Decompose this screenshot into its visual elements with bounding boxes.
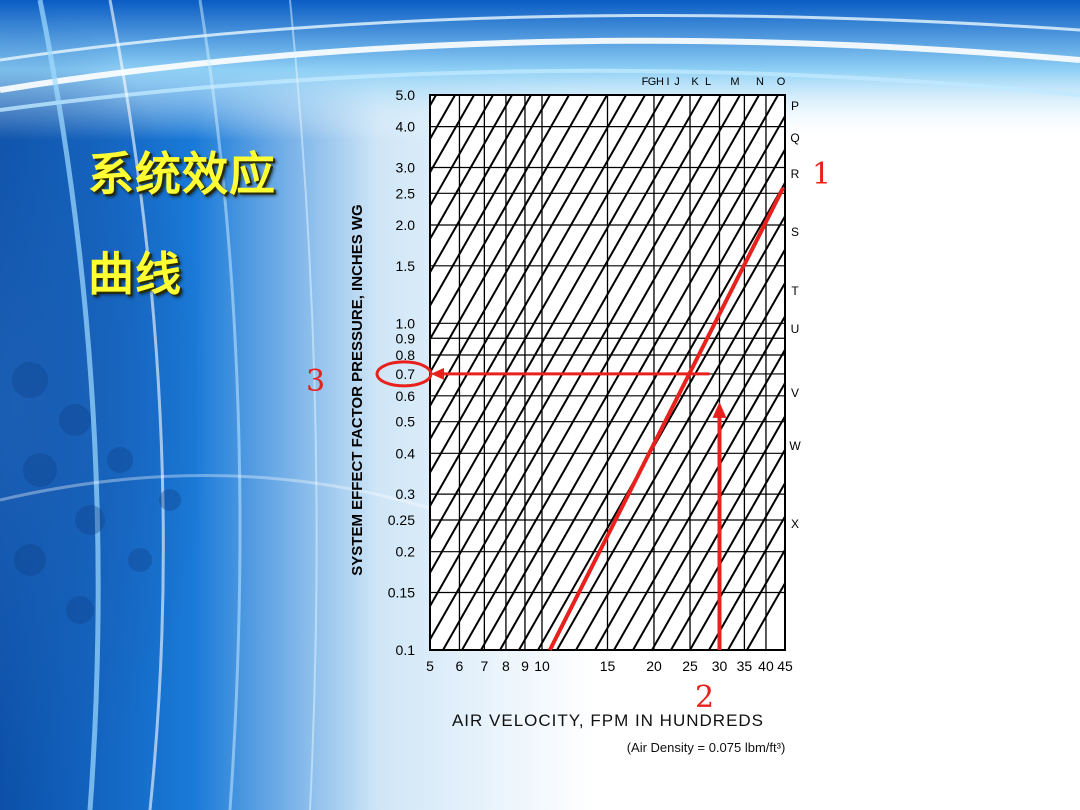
curve-label-top: K: [691, 76, 699, 88]
x-tick-label: 45: [777, 658, 793, 674]
system-effect-curve: [670, 449, 786, 651]
curve-label-right: P: [791, 99, 799, 113]
curve-label-top: O: [777, 76, 786, 88]
annotation-1: 1: [812, 157, 831, 192]
velocity-arrowhead: [712, 401, 727, 418]
curve-labels-right: P Q R S T U V W X: [789, 99, 801, 531]
pressure-arrowhead: [431, 367, 444, 380]
curve-label-top: L: [705, 76, 711, 88]
x-axis-label: AIR VELOCITY, FPM IN HUNDREDS: [452, 711, 764, 730]
x-tick-label: 35: [737, 658, 753, 674]
slide-title-line-2: 曲线: [88, 247, 182, 301]
system-effect-curve: [594, 315, 786, 651]
x-tick-label: 10: [534, 658, 550, 674]
y-tick-label: 0.1: [396, 642, 416, 658]
system-effect-curve: [429, 94, 722, 607]
curve-label-top: G: [648, 76, 657, 88]
curve-label-top: I: [666, 76, 669, 88]
system-effect-curve: [429, 94, 437, 107]
system-effect-curve: [429, 94, 513, 240]
curve-label-top: N: [756, 76, 764, 88]
result-ellipse: [375, 360, 433, 388]
x-tick-label: 40: [758, 658, 774, 674]
air-density-note: (Air Density = 0.075 lbm/ft³): [627, 740, 786, 755]
slide-title-line-1: 系统效应: [88, 147, 276, 201]
curve-label-right: V: [791, 386, 799, 400]
curve-label-top: J: [674, 76, 680, 88]
system-effect-curve: [429, 94, 646, 474]
system-effect-curve: [429, 94, 532, 273]
system-effect-curve: [480, 115, 786, 651]
curve-label-right: S: [791, 225, 799, 239]
system-effect-curve: [429, 94, 551, 307]
y-tick-label: 3.0: [396, 159, 416, 175]
y-tick-label: 0.25: [388, 512, 415, 528]
y-tick-label: 2.0: [396, 217, 416, 233]
system-effect-curve: [429, 94, 570, 340]
system-effect-curve: [429, 94, 456, 140]
x-tick-label: 30: [712, 658, 728, 674]
y-tick-label: 0.7: [396, 366, 416, 382]
x-tick-label: 8: [502, 658, 510, 674]
system-effect-curve: [429, 94, 684, 540]
x-tick-label: 20: [646, 658, 662, 674]
system-effect-curve: [746, 582, 786, 651]
annotation-3: 3: [306, 364, 325, 399]
curve-label-right: T: [791, 284, 799, 298]
system-effect-curve: [429, 94, 589, 374]
y-tick-label: 0.5: [396, 414, 416, 430]
system-effect-curve: [429, 94, 608, 407]
y-tick-label: 1.0: [396, 315, 416, 331]
y-tick-label: 0.3: [396, 486, 416, 502]
lookup-annotations: 1 2 3: [306, 157, 831, 715]
system-effect-curve: [429, 94, 665, 507]
curve-label-right: W: [789, 439, 801, 453]
system-effect-curve: [429, 94, 475, 173]
system-effect-curve: [708, 516, 786, 651]
system-effect-curve: [556, 249, 786, 651]
y-tick-label: 0.9: [396, 330, 416, 346]
y-tick-label: 1.5: [396, 258, 416, 274]
x-tick-label: 25: [682, 658, 698, 674]
annotation-2: 2: [695, 680, 714, 715]
y-tick-labels: 0.1 0.15 0.2 0.25 0.3 0.4 0.5 0.6 0.7 0.80.91.0 1.…: [388, 87, 415, 658]
curve-label-right: U: [791, 322, 800, 336]
system-effect-curve: [575, 282, 786, 651]
x-tick-label: 9: [521, 658, 529, 674]
system-effect-curve: [518, 182, 786, 651]
x-tick-label: 5: [426, 658, 434, 674]
system-effect-curve: [499, 148, 786, 651]
highlighted-curve: [548, 186, 785, 651]
y-axis-label: SYSTEM EFFECT FACTOR PRESSURE, INCHES WG: [349, 204, 366, 575]
curve-label-right: R: [791, 167, 800, 181]
curve-label-right: X: [791, 517, 799, 531]
system-effect-curve: [429, 94, 627, 440]
x-tick-label: 15: [600, 658, 616, 674]
curve-label-right: Q: [790, 131, 799, 145]
y-tick-label: 0.15: [388, 584, 415, 600]
x-tick-label: 6: [456, 658, 464, 674]
curve-label-top: H: [656, 76, 664, 88]
system-effect-curve: [429, 94, 741, 640]
curve-label-top: M: [730, 76, 739, 88]
y-tick-label: 2.5: [396, 185, 416, 201]
y-tick-label: 0.4: [396, 445, 416, 461]
y-tick-label: 4.0: [396, 119, 416, 135]
x-tick-label: 7: [480, 658, 488, 674]
x-tick-labels: 5 6 7 8 9 10 15 20 25 30 35 40 45: [426, 658, 793, 674]
system-effect-curve: [613, 349, 786, 651]
curve-label-top: F: [642, 76, 649, 88]
y-tick-label: 0.2: [396, 544, 416, 560]
y-tick-label: 0.8: [396, 347, 416, 363]
curve-family: [429, 94, 786, 651]
system-effect-curve: [632, 382, 786, 651]
y-tick-label: 0.6: [396, 388, 416, 404]
system-effect-curve: [429, 94, 703, 574]
system-effect-curve: [689, 482, 786, 651]
system-effect-curve: [429, 94, 494, 207]
system-effect-curve: [727, 549, 786, 651]
y-tick-label: 5.0: [396, 87, 416, 103]
